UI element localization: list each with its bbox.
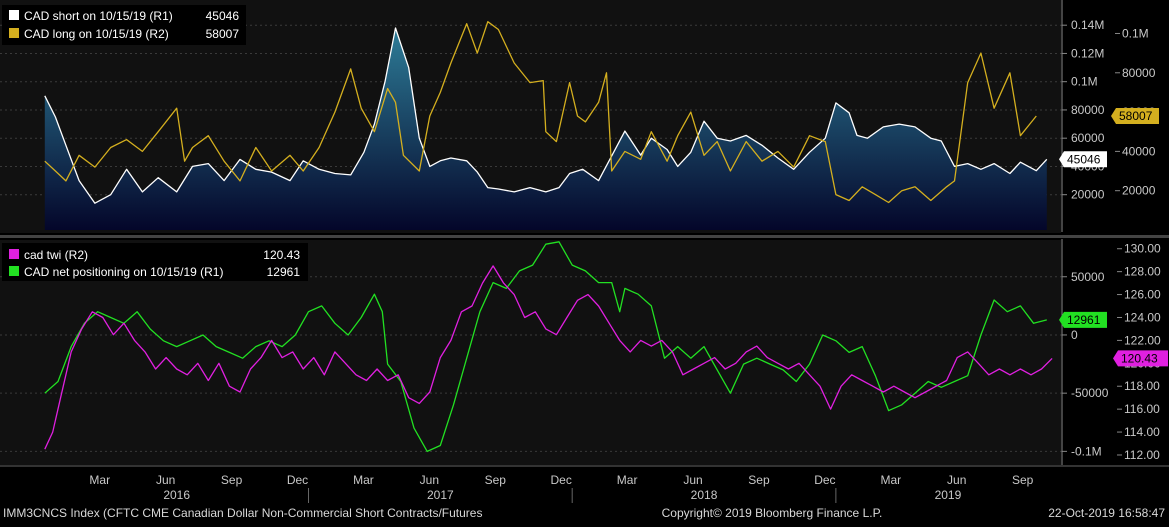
footer-timestamp: 22-Oct-2019 16:58:47 [1048,506,1165,520]
axis-tick-label-r2: 20000 [1122,184,1156,198]
legend-swatch-short [9,10,19,20]
axis-tick-label-r1: -50000 [1071,386,1109,400]
axis-tick-label-r2: 116.00 [1124,402,1160,416]
footer-source: IMM3CNCS Index (CFTC CME Canadian Dollar… [3,506,482,520]
value-badge [1111,108,1159,125]
series-line-short [44,27,1048,204]
axis-tick-label-r1: 0.14M [1071,18,1104,32]
legend-label-short: CAD short on 10/15/19 (R1) [24,9,173,23]
legend-swatch-net [9,266,19,276]
axis-tick-label-r2: 122.00 [1124,333,1161,347]
x-tick-label-month: Jun [156,473,175,487]
series-line-twi [44,265,1053,450]
top-legend: CAD short on 10/15/19 (R1) 45046 CAD lon… [2,5,246,45]
legend-swatch-twi [9,249,19,259]
axis-tick-label-r1: 0 [1071,328,1078,342]
axis-tick-label-r1: 80000 [1071,103,1105,117]
x-tick-label-month: Mar [880,473,901,487]
x-tick-label-month: Sep [1012,473,1034,487]
x-tick-label-month: Sep [221,473,243,487]
axis-tick-label-r1: 0.12M [1071,46,1104,60]
axis-tick-label-r1: 0.1M [1071,75,1098,89]
value-badge-label: 45046 [1067,152,1101,166]
axis-tick-label-r2: 126.00 [1124,288,1161,302]
series-line-net [44,241,1047,453]
axis-tick-label-r2: 128.00 [1124,265,1161,279]
axis-tick-label-r1: 50000 [1071,270,1105,284]
legend-label-net: CAD net positioning on 10/15/19 (R1) [24,265,223,279]
series-line-long [44,21,1037,204]
x-tick-label-month: Dec [287,473,308,487]
x-tick-label-month: Mar [353,473,374,487]
x-tick-label-month: Sep [485,473,507,487]
value-badge-label: 12961 [1067,313,1101,327]
legend-value-long: 58007 [206,27,240,41]
x-tick-label-year: 2017 [427,488,454,502]
legend-value-twi: 120.43 [263,248,300,262]
axis-tick-label-r2: 124.00 [1124,310,1161,324]
legend-value-short: 45046 [206,9,240,23]
series-area-short [44,28,1047,230]
x-tick-label-year: 2019 [935,488,962,502]
x-tick-label-month: Jun [420,473,439,487]
value-badge-label: 58007 [1119,109,1153,123]
x-tick-label-month: Mar [89,473,110,487]
x-tick-label-month: Sep [748,473,770,487]
footer-copyright: Copyright© 2019 Bloomberg Finance L.P. [662,506,883,520]
legend-value-net: 12961 [267,265,301,279]
x-tick-label-month: Mar [617,473,638,487]
value-badge [1059,311,1107,328]
axis-tick-label-r1: 60000 [1071,131,1105,145]
axis-tick-label-r2: 130.00 [1124,242,1161,256]
legend-label-long: CAD long on 10/15/19 (R2) [24,27,169,41]
x-tick-label-year: 2016 [163,488,190,502]
axis-tick-label-r2: 112.00 [1124,448,1160,462]
legend-label-twi: cad twi (R2) [24,248,88,262]
x-tick-label-year: 2018 [691,488,718,502]
axis-tick-label-r1: 20000 [1071,188,1105,202]
axis-tick-label-r2: 0.1M [1122,26,1149,40]
legend-swatch-long [9,28,19,38]
x-tick-label-month: Dec [551,473,572,487]
axis-tick-label-r2: 118.00 [1124,379,1160,393]
bottom-legend: cad twi (R2) 120.43 CAD net positioning … [2,243,308,281]
axis-tick-label-r2: 80000 [1122,66,1156,80]
axis-tick-label-r1: -0.1M [1071,444,1102,458]
x-tick-label-month: Jun [683,473,702,487]
axis-tick-label-r2: 40000 [1122,144,1156,158]
value-badge-label: 120.43 [1121,351,1158,365]
footer-bar [0,505,1169,522]
x-tick-label-month: Jun [947,473,966,487]
top-legend-bg [2,5,246,45]
value-badge [1059,151,1107,168]
axis-tick-label-r2: 114.00 [1124,425,1160,439]
x-tick-label-month: Dec [814,473,835,487]
bottom-legend-bg [2,243,308,281]
value-badge [1113,350,1168,367]
